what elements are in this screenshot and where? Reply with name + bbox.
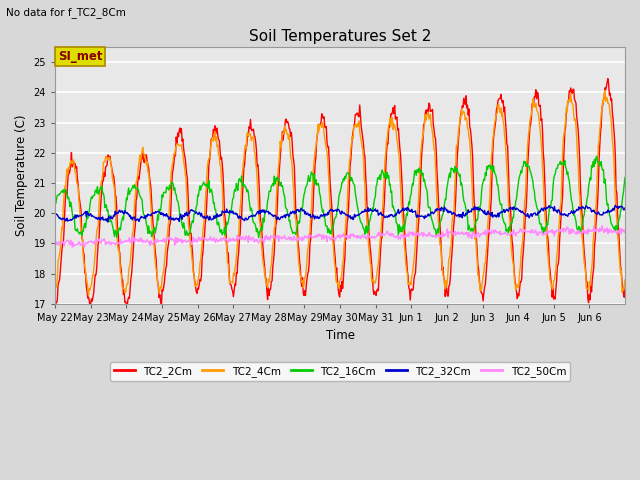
Line: TC2_16Cm: TC2_16Cm [55, 156, 625, 238]
TC2_50Cm [621, 228, 629, 234]
TC2_2Cm [432, 136, 440, 142]
TC2_4Cm [252, 161, 260, 167]
TC2_16Cm [593, 154, 600, 159]
TC2_4Cm [432, 165, 440, 171]
TC2_2Cm [273, 206, 281, 212]
TC2_32Cm [51, 212, 59, 218]
TC2_2Cm [223, 250, 231, 255]
Text: SI_met: SI_met [58, 50, 102, 63]
TC2_16Cm [223, 219, 230, 225]
TC2_4Cm [84, 292, 92, 298]
TC2_50Cm [51, 243, 59, 249]
TC2_16Cm [400, 222, 408, 228]
Text: No data for f_TC2_8Cm: No data for f_TC2_8Cm [6, 7, 126, 18]
TC2_4Cm [621, 277, 629, 283]
TC2_16Cm [251, 221, 259, 227]
Y-axis label: Soil Temperature (C): Soil Temperature (C) [15, 115, 28, 236]
TC2_4Cm [51, 288, 59, 293]
TC2_32Cm [432, 206, 440, 212]
TC2_16Cm [621, 175, 629, 180]
TC2_16Cm [118, 217, 126, 223]
TC2_16Cm [51, 200, 59, 205]
Line: TC2_4Cm: TC2_4Cm [55, 90, 625, 295]
Line: TC2_32Cm: TC2_32Cm [55, 205, 625, 222]
TC2_32Cm [611, 203, 619, 208]
TC2_4Cm [223, 260, 231, 266]
TC2_50Cm [68, 244, 76, 250]
TC2_50Cm [223, 239, 231, 244]
TC2_2Cm [118, 277, 126, 283]
TC2_50Cm [119, 239, 127, 245]
TC2_4Cm [601, 87, 609, 93]
X-axis label: Time: Time [326, 328, 355, 341]
TC2_4Cm [119, 286, 127, 291]
TC2_2Cm [252, 139, 260, 145]
TC2_50Cm [252, 238, 260, 244]
TC2_4Cm [400, 231, 408, 237]
TC2_32Cm [223, 209, 231, 215]
Legend: TC2_2Cm, TC2_4Cm, TC2_16Cm, TC2_32Cm, TC2_50Cm: TC2_2Cm, TC2_4Cm, TC2_16Cm, TC2_32Cm, TC… [109, 362, 570, 381]
TC2_2Cm [604, 76, 612, 82]
TC2_32Cm [273, 216, 281, 222]
TC2_50Cm [598, 223, 606, 229]
TC2_2Cm [621, 286, 629, 292]
Title: Soil Temperatures Set 2: Soil Temperatures Set 2 [249, 29, 431, 44]
TC2_32Cm [104, 219, 111, 225]
TC2_32Cm [400, 207, 408, 213]
TC2_16Cm [273, 174, 281, 180]
TC2_16Cm [432, 227, 440, 232]
TC2_32Cm [119, 210, 127, 216]
TC2_50Cm [273, 232, 281, 238]
TC2_2Cm [157, 305, 165, 311]
Line: TC2_2Cm: TC2_2Cm [55, 79, 625, 308]
Line: TC2_50Cm: TC2_50Cm [55, 226, 625, 247]
TC2_50Cm [432, 235, 440, 240]
TC2_16Cm [255, 235, 262, 240]
TC2_2Cm [400, 211, 408, 216]
TC2_2Cm [51, 302, 59, 308]
TC2_4Cm [273, 177, 281, 183]
TC2_32Cm [252, 212, 260, 218]
TC2_32Cm [621, 205, 629, 211]
TC2_50Cm [400, 235, 408, 241]
